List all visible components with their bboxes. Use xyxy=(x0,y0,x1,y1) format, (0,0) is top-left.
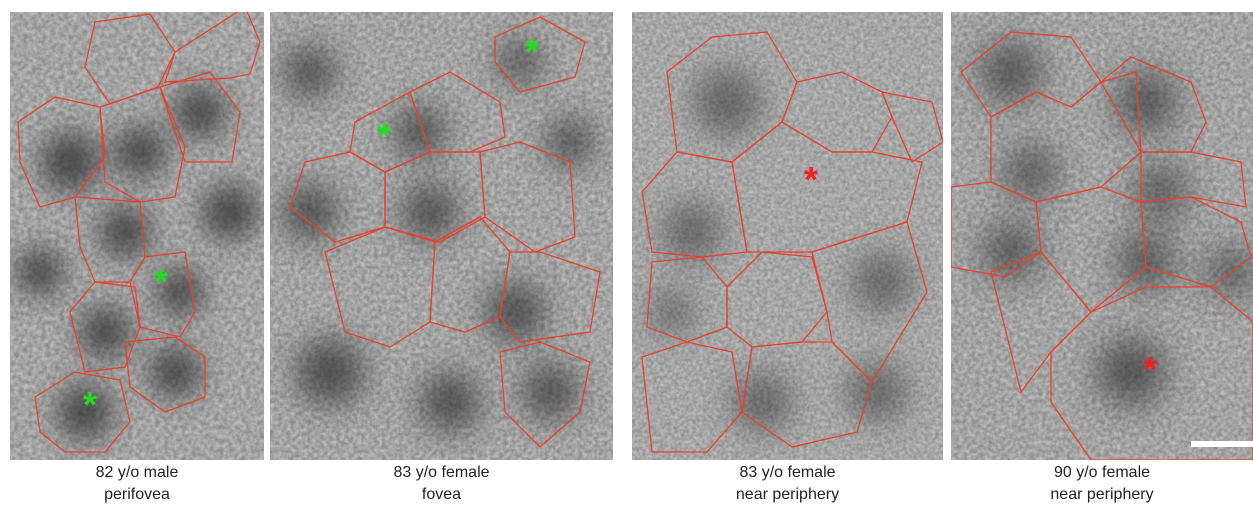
caption-panel-4: 90 y/o female near periphery xyxy=(951,462,1253,506)
micrograph-panel-3: * xyxy=(632,12,943,460)
micrograph-image-3 xyxy=(632,12,943,460)
caption-1-age-sex: 82 y/o male xyxy=(95,464,179,481)
caption-panel-3: 83 y/o female near periphery xyxy=(632,462,943,506)
red-marker-3: * xyxy=(804,159,819,200)
caption-4-location: near periphery xyxy=(1050,486,1154,503)
micrograph-image-4 xyxy=(951,12,1253,460)
green-marker-1a: * xyxy=(154,261,169,302)
micrograph-image-1 xyxy=(10,12,264,460)
cell-outlines-4 xyxy=(951,31,1253,460)
green-marker-2b: * xyxy=(377,115,392,156)
caption-2-age-sex: 83 y/o female xyxy=(393,464,490,481)
micrograph-panel-1: * * xyxy=(10,12,264,460)
green-marker-1b: * xyxy=(83,384,98,425)
caption-3-location: near periphery xyxy=(735,486,840,503)
caption-2-location: fovea xyxy=(421,486,462,503)
caption-panel-1: 82 y/o male perifovea xyxy=(10,462,264,506)
scale-bar xyxy=(1191,441,1253,447)
caption-1-location: perifovea xyxy=(104,486,170,503)
cell-outlines-1 xyxy=(17,12,261,453)
cell-outlines-2 xyxy=(289,16,601,448)
micrograph-panel-2: * * xyxy=(270,12,613,460)
micrograph-image-2 xyxy=(270,12,613,460)
red-marker-4: * xyxy=(1143,349,1158,390)
micrograph-panel-4: * xyxy=(951,12,1253,460)
caption-panel-2: 83 y/o female fovea xyxy=(270,462,613,506)
green-marker-2a: * xyxy=(525,31,540,72)
caption-3-age-sex: 83 y/o female xyxy=(739,464,836,481)
caption-4-age-sex: 90 y/o female xyxy=(1053,464,1151,481)
cell-outlines-3 xyxy=(641,31,943,453)
